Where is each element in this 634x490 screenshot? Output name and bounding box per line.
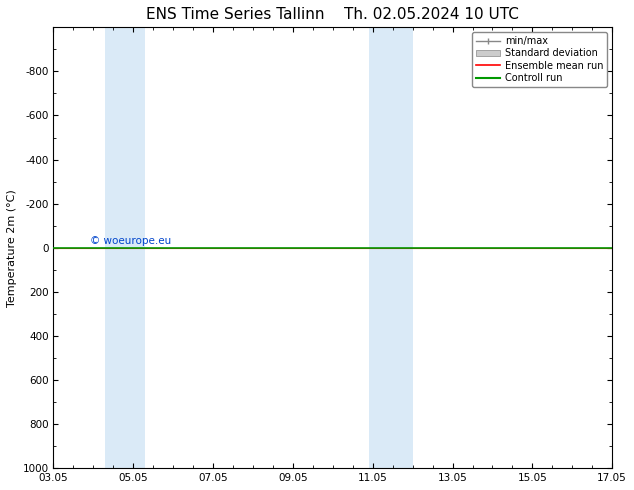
Legend: min/max, Standard deviation, Ensemble mean run, Controll run: min/max, Standard deviation, Ensemble me… (472, 32, 607, 87)
Text: © woeurope.eu: © woeurope.eu (90, 236, 171, 246)
Bar (105, 27, 145, 468)
Title: ENS Time Series Tallinn    Th. 02.05.2024 10 UTC: ENS Time Series Tallinn Th. 02.05.2024 1… (146, 7, 519, 22)
Bar (369, 27, 413, 468)
Y-axis label: Temperature 2m (°C): Temperature 2m (°C) (7, 189, 17, 307)
